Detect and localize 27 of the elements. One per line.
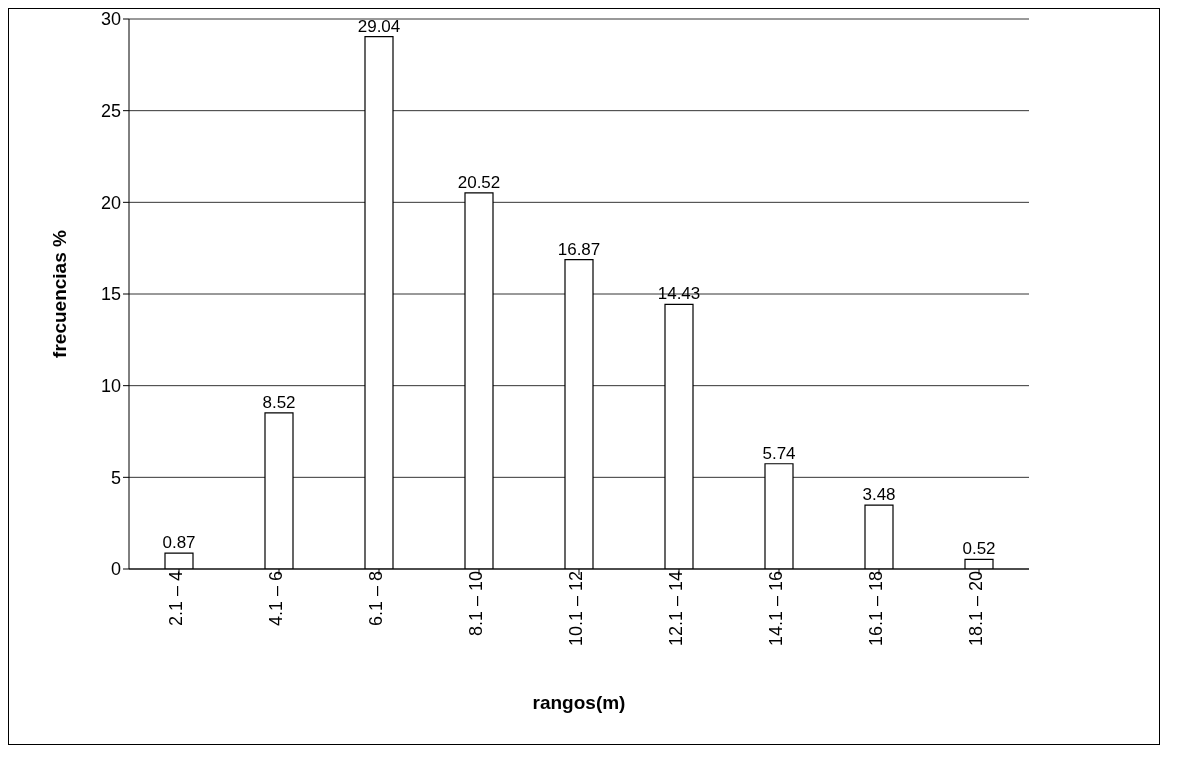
data-label: 14.43 (657, 284, 701, 304)
data-label: 16.87 (557, 239, 601, 259)
data-label: 29.04 (357, 16, 401, 36)
data-label: 8.52 (262, 392, 296, 412)
x-tick-label: 4.1 – 6 (265, 571, 286, 627)
data-label: 0.52 (962, 539, 996, 559)
x-tick-label: 2.1 – 4 (165, 571, 186, 627)
x-axis-title: rangos(m) (532, 692, 626, 713)
y-tick-label: 15 (100, 284, 121, 305)
x-tick-label: 16.1 – 18 (865, 571, 886, 647)
x-tick-label: 14.1 – 16 (765, 571, 786, 647)
data-label: 20.52 (457, 172, 501, 192)
y-tick-label: 25 (100, 101, 121, 122)
x-tick-label: 18.1 – 20 (965, 571, 986, 647)
data-label: 0.87 (162, 533, 196, 553)
y-tick-label: 10 (100, 376, 121, 397)
x-tick-label: 6.1 – 8 (365, 571, 386, 627)
y-tick-label: 5 (110, 467, 121, 488)
y-axis-title: frecuencias % (48, 230, 70, 358)
y-tick-label: 30 (100, 9, 121, 30)
x-tick-label: 12.1 – 14 (665, 571, 686, 647)
x-tick-label: 10.1 – 12 (565, 571, 586, 647)
data-label: 3.48 (862, 485, 896, 505)
y-tick-label: 20 (100, 192, 121, 213)
x-tick-label: 8.1 – 10 (465, 571, 486, 637)
y-tick-label: 0 (110, 559, 121, 580)
data-label: 5.74 (762, 443, 796, 463)
